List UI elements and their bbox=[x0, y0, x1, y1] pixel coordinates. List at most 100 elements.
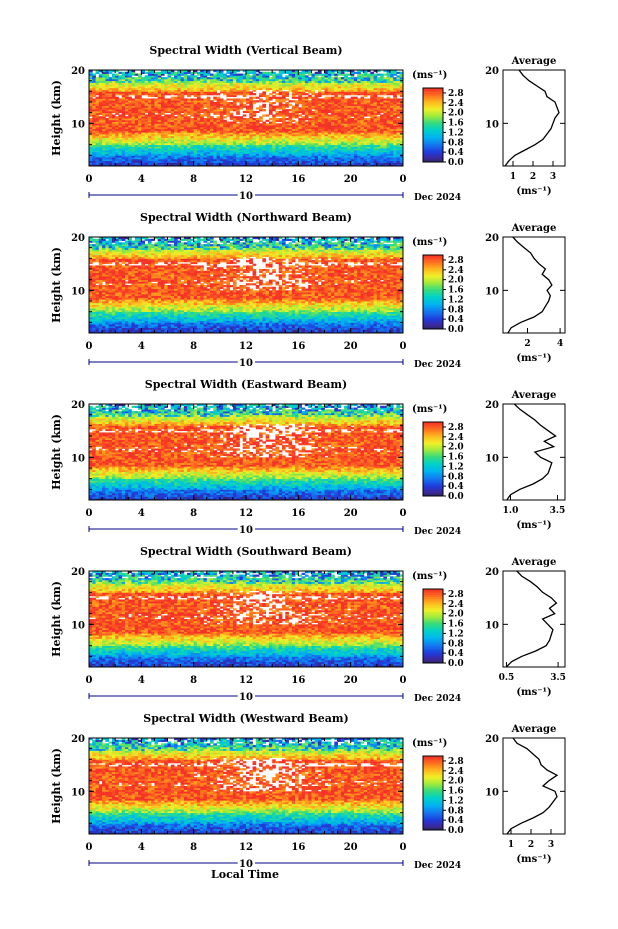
heatmap-cell bbox=[256, 100, 260, 102]
heatmap-cell bbox=[354, 72, 358, 74]
date-label: Dec 2024 bbox=[414, 193, 461, 203]
heatmap-cell bbox=[275, 93, 279, 95]
heatmap-cell bbox=[266, 123, 270, 125]
heatmap-cell bbox=[96, 77, 100, 79]
heatmap-cell bbox=[226, 75, 230, 77]
heatmap-cell bbox=[253, 100, 257, 102]
heatmap-cell bbox=[285, 75, 289, 77]
heatmap-cell bbox=[259, 116, 263, 118]
heatmap-cell bbox=[184, 98, 188, 100]
heatmap-cell bbox=[328, 114, 332, 116]
heatmap-cell bbox=[289, 100, 293, 102]
heatmap-cell bbox=[197, 72, 201, 74]
heatmap-cell bbox=[213, 74, 217, 76]
heatmap-cell bbox=[243, 118, 247, 120]
heatmap-cell bbox=[223, 120, 227, 122]
heatmap-cell bbox=[289, 113, 293, 115]
heatmap-cell bbox=[282, 77, 286, 79]
heatmap-cell bbox=[220, 98, 224, 100]
heatmap-cell bbox=[360, 74, 364, 76]
heatmap-cell bbox=[305, 75, 309, 77]
heatmap-cell bbox=[321, 91, 325, 93]
heatmap-cell bbox=[187, 75, 191, 77]
heatmap-cell bbox=[125, 116, 129, 118]
heatmap-cell bbox=[217, 116, 221, 118]
heatmap-cell bbox=[243, 98, 247, 100]
heatmap-cell bbox=[262, 109, 266, 111]
heatmap-cell bbox=[105, 118, 109, 120]
heatmap-cell bbox=[334, 74, 338, 76]
heatmap-cell bbox=[325, 97, 329, 99]
heatmap-cell bbox=[354, 97, 358, 99]
heatmap-cell bbox=[292, 120, 296, 122]
x-tick-label: 0 bbox=[86, 174, 93, 185]
heatmap-cell bbox=[230, 98, 234, 100]
heatmap-cell bbox=[230, 113, 234, 115]
heatmap-cell bbox=[275, 106, 279, 108]
heatmap-cell bbox=[246, 118, 250, 120]
heatmap-cell bbox=[275, 118, 279, 120]
average-x-tick-label: 2 bbox=[530, 172, 536, 182]
heatmap-cell bbox=[233, 116, 237, 118]
heatmap-cell bbox=[380, 114, 384, 116]
heatmap-cell bbox=[128, 97, 132, 99]
heatmap-cell bbox=[289, 104, 293, 106]
colorbar-tick-label: 2.0 bbox=[448, 109, 464, 119]
heatmap-cell bbox=[171, 97, 175, 99]
heatmap-cell bbox=[200, 98, 204, 100]
heatmap-cell bbox=[174, 72, 178, 74]
heatmap-cell bbox=[302, 97, 306, 99]
heatmap-cell bbox=[174, 116, 178, 118]
heatmap-cell bbox=[236, 74, 240, 76]
colorbar-tick-label: 0.4 bbox=[448, 148, 464, 158]
heatmap-cell bbox=[217, 97, 221, 99]
heatmap-cell bbox=[262, 122, 266, 124]
heatmap-cell bbox=[367, 74, 371, 76]
heatmap-cell bbox=[154, 72, 158, 74]
heatmap-cell bbox=[164, 98, 168, 100]
heatmap-cell bbox=[308, 118, 312, 120]
y-axis-label: Height (km) bbox=[50, 80, 63, 156]
heatmap-cell bbox=[226, 122, 230, 124]
average-title: Average bbox=[511, 56, 557, 67]
colorbar-tick-label: 0.8 bbox=[448, 138, 464, 148]
heatmap-cell bbox=[256, 111, 260, 113]
heatmap-cell bbox=[259, 106, 263, 108]
heatmap-cell bbox=[246, 106, 250, 108]
heatmap-cell bbox=[275, 123, 279, 125]
heatmap-cell bbox=[279, 97, 283, 99]
colorbar-tick-label: 2.4 bbox=[448, 99, 464, 109]
colorbar-tick-label: 1.2 bbox=[448, 128, 464, 138]
heatmap-cell bbox=[370, 72, 374, 74]
heatmap-cell bbox=[194, 75, 198, 77]
heatmap-cell bbox=[135, 77, 139, 79]
heatmap-cell bbox=[230, 122, 234, 124]
heatmap-cell bbox=[269, 118, 273, 120]
heatmap-cell bbox=[331, 77, 335, 79]
heatmap-cell bbox=[275, 74, 279, 76]
heatmap-cells bbox=[89, 237, 403, 333]
heatmap-cell bbox=[269, 102, 273, 104]
heatmap-cell bbox=[200, 114, 204, 116]
heatmap-cell bbox=[207, 77, 211, 79]
heatmap-cell bbox=[311, 97, 315, 99]
heatmap-cell bbox=[135, 74, 139, 76]
heatmap-cell bbox=[161, 77, 165, 79]
heatmap-cell bbox=[374, 74, 378, 76]
average-xlabel: (ms⁻¹) bbox=[516, 186, 551, 197]
heatmap-cell bbox=[347, 98, 351, 100]
panel-title: Spectral Width (Vertical Beam) bbox=[149, 44, 342, 57]
heatmap-cell bbox=[364, 98, 368, 100]
heatmap-cell bbox=[380, 74, 384, 76]
heatmap-cell bbox=[213, 97, 217, 99]
heatmap-cell bbox=[285, 109, 289, 111]
heatmap-cell bbox=[269, 97, 273, 99]
heatmap-cell bbox=[311, 74, 315, 76]
heatmap-cell bbox=[220, 109, 224, 111]
heatmap-cell bbox=[115, 97, 119, 99]
heatmap-cell bbox=[145, 75, 149, 77]
heatmap-cell bbox=[171, 77, 175, 79]
heatmap-cell bbox=[89, 118, 93, 120]
heatmap-cell bbox=[190, 118, 194, 120]
